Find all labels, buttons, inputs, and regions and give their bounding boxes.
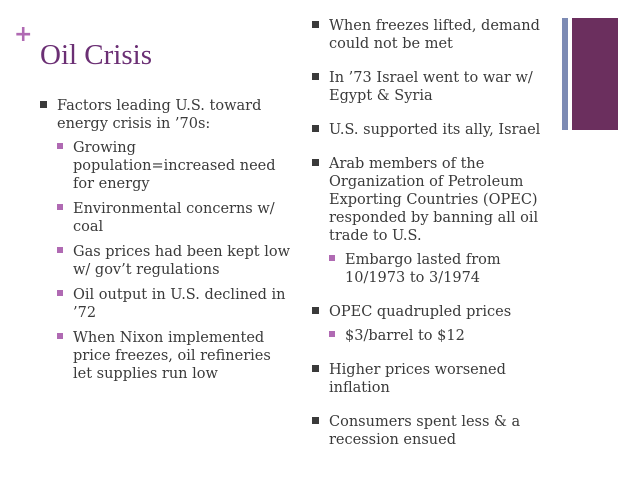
right-bullet: U.S. supported its ally, Israel (312, 121, 557, 139)
right-bullet: Arab members of the Organization of Petr… (312, 155, 557, 245)
bullet-text: Consumers spent less & a recession ensue… (329, 414, 521, 448)
bullet-square-icon (40, 101, 47, 108)
sub-bullet-square-icon (57, 290, 63, 296)
sub-bullet: Growing population=increased need for en… (57, 139, 290, 193)
right-bullet: In ’73 Israel went to war w/ Egypt & Syr… (312, 69, 557, 105)
sub-bullet: $3/barrel to $12 (329, 327, 557, 345)
sub-bullet-text: Gas prices had been kept low w/ gov’t re… (73, 244, 291, 278)
accent-bar-dark (572, 18, 618, 130)
bullet-square-icon (312, 73, 319, 80)
bullet-square-icon (312, 365, 319, 372)
bullet-text: Higher prices worsened inflation (329, 362, 506, 396)
slide-title: Oil Crisis (40, 39, 152, 71)
left-sub-list: Growing population=increased need for en… (40, 139, 290, 383)
sub-bullet-text: Environmental concerns w/ coal (73, 201, 275, 235)
bullet-square-icon (312, 159, 319, 166)
sub-bullet-square-icon (57, 204, 63, 210)
bullet-square-icon (312, 307, 319, 314)
sub-bullet-text: $3/barrel to $12 (345, 328, 465, 344)
accent-bar-light (562, 18, 568, 130)
sub-bullet-square-icon (57, 143, 63, 149)
plus-icon: + (14, 22, 33, 47)
sub-bullet-text: Oil output in U.S. declined in ’72 (73, 287, 286, 321)
bullet-text: Arab members of the Organization of Petr… (329, 156, 539, 244)
right-column: When freezes lifted, demand could not be… (312, 17, 557, 449)
bullet-square-icon (312, 21, 319, 28)
right-bullet: Consumers spent less & a recession ensue… (312, 413, 557, 449)
right-bullet: When freezes lifted, demand could not be… (312, 17, 557, 53)
sub-bullet-square-icon (329, 255, 335, 261)
sub-bullet: Embargo lasted from 10/1973 to 3/1974 (329, 251, 557, 287)
bullet-square-icon (312, 417, 319, 424)
bullet-text: OPEC quadrupled prices (329, 304, 512, 320)
bullet-text: Factors leading U.S. toward energy crisi… (57, 98, 262, 132)
sub-bullet-square-icon (57, 247, 63, 253)
sub-bullet-text: Growing population=increased need for en… (73, 140, 276, 192)
bullet-text: U.S. supported its ally, Israel (329, 122, 541, 138)
left-main-bullet: Factors leading U.S. toward energy crisi… (40, 97, 290, 133)
bullet-square-icon (312, 125, 319, 132)
sub-bullet: When Nixon implemented price freezes, oi… (57, 329, 290, 383)
bullet-text: In ’73 Israel went to war w/ Egypt & Syr… (329, 70, 533, 104)
sub-bullet-square-icon (329, 331, 335, 337)
sub-bullet-text: Embargo lasted from 10/1973 to 3/1974 (345, 252, 501, 286)
sub-bullet: Gas prices had been kept low w/ gov’t re… (57, 243, 290, 279)
sub-bullet-text: When Nixon implemented price freezes, oi… (73, 330, 271, 382)
left-column: Factors leading U.S. toward energy crisi… (40, 97, 290, 383)
sub-bullet: Environmental concerns w/ coal (57, 200, 290, 236)
sub-bullet-square-icon (57, 333, 63, 339)
right-bullet: Higher prices worsened inflation (312, 361, 557, 397)
right-bullet: OPEC quadrupled prices (312, 303, 557, 321)
bullet-text: When freezes lifted, demand could not be… (329, 18, 540, 52)
sub-bullet: Oil output in U.S. declined in ’72 (57, 286, 290, 322)
